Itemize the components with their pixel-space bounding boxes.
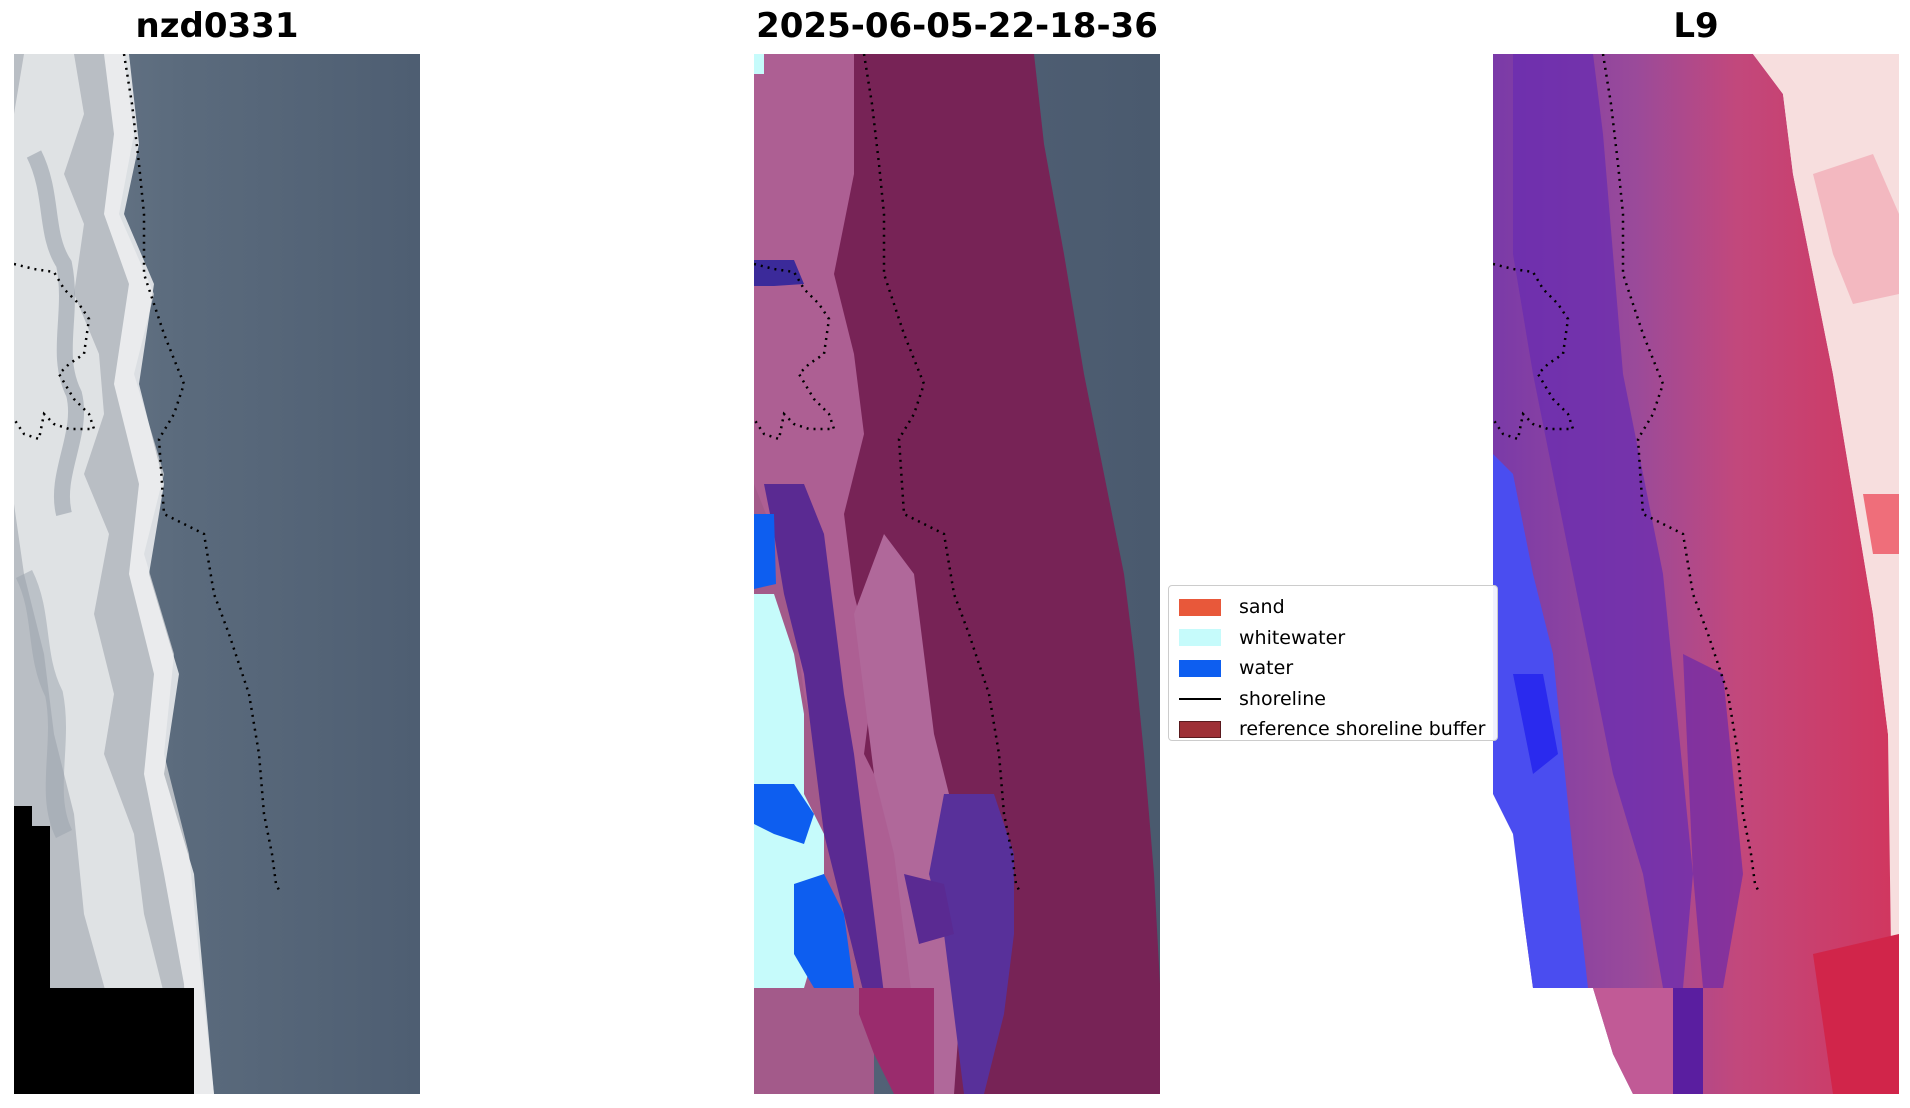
legend-item-buffer: reference shoreline buffer <box>1179 714 1487 745</box>
whitewater-swatch <box>1179 629 1221 647</box>
legend: sand whitewater water shoreline referenc… <box>1168 585 1498 741</box>
l9-index-image <box>1493 54 1899 1094</box>
sand-swatch <box>1179 598 1221 616</box>
legend-label-buffer: reference shoreline buffer <box>1239 718 1486 741</box>
legend-label-sand: sand <box>1239 596 1285 619</box>
legend-label-water: water <box>1239 657 1294 680</box>
buffer-swatch <box>1179 720 1221 738</box>
legend-item-shoreline: shoreline <box>1179 684 1487 715</box>
legend-label-shoreline: shoreline <box>1239 687 1326 710</box>
legend-label-whitewater: whitewater <box>1239 626 1346 649</box>
legend-item-water: water <box>1179 653 1487 684</box>
panel-title-rgb: nzd0331 <box>135 6 299 46</box>
legend-item-whitewater: whitewater <box>1179 623 1487 654</box>
water-swatch <box>1179 659 1221 677</box>
legend-item-sand: sand <box>1179 592 1487 623</box>
shoreline-line-swatch <box>1179 697 1221 700</box>
rgb-satellite-image <box>14 54 420 1094</box>
panel-title-classification: 2025-06-05-22-18-36 <box>756 6 1158 46</box>
classification-overlay-image <box>754 54 1160 1094</box>
panel-title-mndwi: L9 <box>1673 6 1719 46</box>
